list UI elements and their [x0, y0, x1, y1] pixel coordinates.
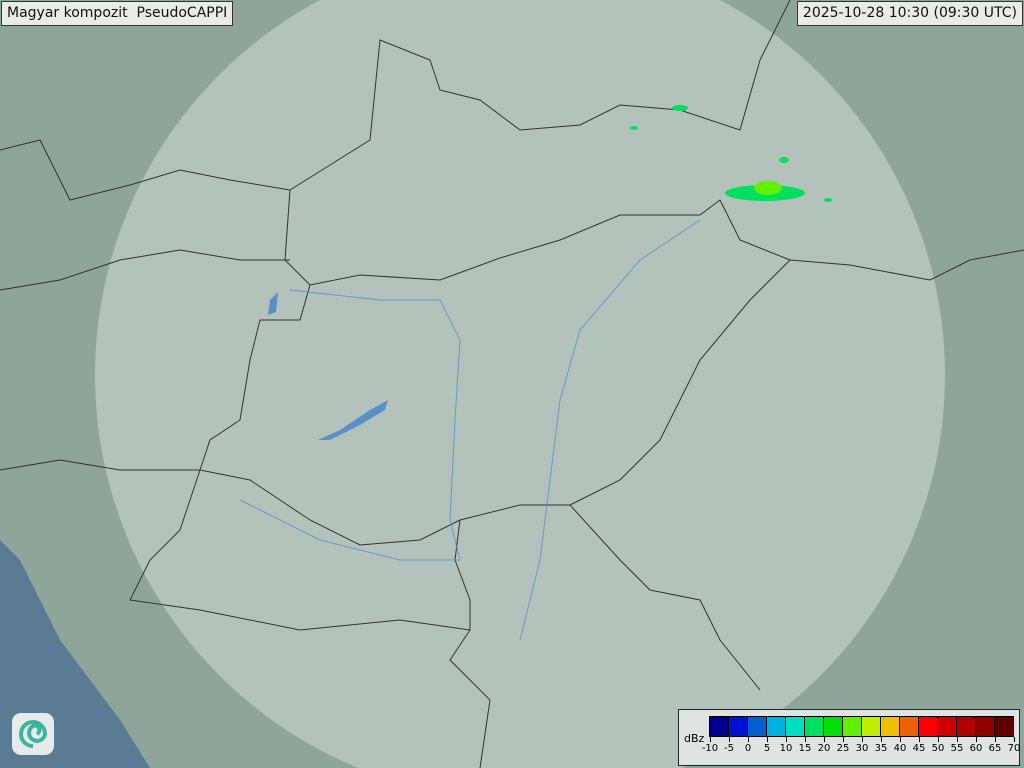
legend-color-cell [748, 717, 767, 736]
legend-tick [843, 737, 844, 742]
legend-colorbar [709, 716, 1014, 737]
legend-tick-label: 70 [1007, 743, 1021, 754]
legend-tick-label: 40 [893, 743, 907, 754]
legend-tick [976, 737, 977, 742]
legend-tick [748, 737, 749, 742]
radar-echoes [630, 105, 832, 202]
legend-ticks: -10 -5 0 5 10 15 20 25 30 35 40 45 50 55 60 65 70 [702, 737, 1020, 757]
legend-tick [995, 737, 996, 742]
legend-tick-label: 15 [798, 743, 812, 754]
legend-unit: dBz [684, 732, 705, 745]
legend-tick [1014, 737, 1015, 742]
legend-tick [767, 737, 768, 742]
adriatic-sea [0, 540, 150, 768]
legend-color-cell [919, 717, 938, 736]
legend-tick-label: 35 [874, 743, 888, 754]
legend-tick-label: -5 [724, 743, 734, 754]
legend-tick [862, 737, 863, 742]
legend-color-cell [805, 717, 824, 736]
legend-color-cell [710, 717, 729, 736]
legend-tick-label: -10 [701, 743, 719, 754]
legend-color-cell [786, 717, 805, 736]
legend-color-cell [843, 717, 862, 736]
lake-neusiedl [268, 292, 278, 315]
legend-color-cell [957, 717, 976, 736]
legend-color-cell [862, 717, 881, 736]
legend-tick [729, 737, 730, 742]
legend-tick-label: 50 [931, 743, 945, 754]
lake-balaton [318, 400, 388, 440]
legend-tick [824, 737, 825, 742]
rivers [239, 219, 701, 641]
legend-tick-label: 45 [912, 743, 926, 754]
timestamp: 2025-10-28 10:30 (09:30 UTC) [796, 1, 1023, 26]
swirl-logo-icon [12, 713, 54, 755]
legend-color-cell [900, 717, 919, 736]
legend-tick [938, 737, 939, 742]
dbz-legend: dBz -10 -5 0 5 10 15 20 25 30 35 40 45 50 55 60 65 70 [678, 709, 1020, 766]
legend-tick-label: 0 [744, 743, 752, 754]
legend-tick [957, 737, 958, 742]
legend-color-cell [824, 717, 843, 736]
legend-tick-label: 10 [779, 743, 793, 754]
legend-tick [710, 737, 711, 742]
legend-tick-label: 20 [817, 743, 831, 754]
legend-tick [919, 737, 920, 742]
legend-color-cell [767, 717, 786, 736]
product-title: Magyar kompozit PseudoCAPPI [1, 1, 234, 26]
legend-tick [805, 737, 806, 742]
legend-tick-label: 65 [988, 743, 1002, 754]
legend-tick-label: 60 [969, 743, 983, 754]
radar-coverage-area [95, 0, 945, 768]
legend-tick [900, 737, 901, 742]
legend-tick-label: 55 [950, 743, 964, 754]
legend-tick-label: 25 [836, 743, 850, 754]
legend-color-cell [881, 717, 900, 736]
legend-color-cell [995, 717, 1013, 736]
legend-tick [881, 737, 882, 742]
legend-color-cell [729, 717, 748, 736]
legend-color-cell [938, 717, 957, 736]
legend-tick-label: 30 [855, 743, 869, 754]
legend-tick [786, 737, 787, 742]
legend-color-cell [976, 717, 995, 736]
legend-tick-label: 5 [763, 743, 771, 754]
